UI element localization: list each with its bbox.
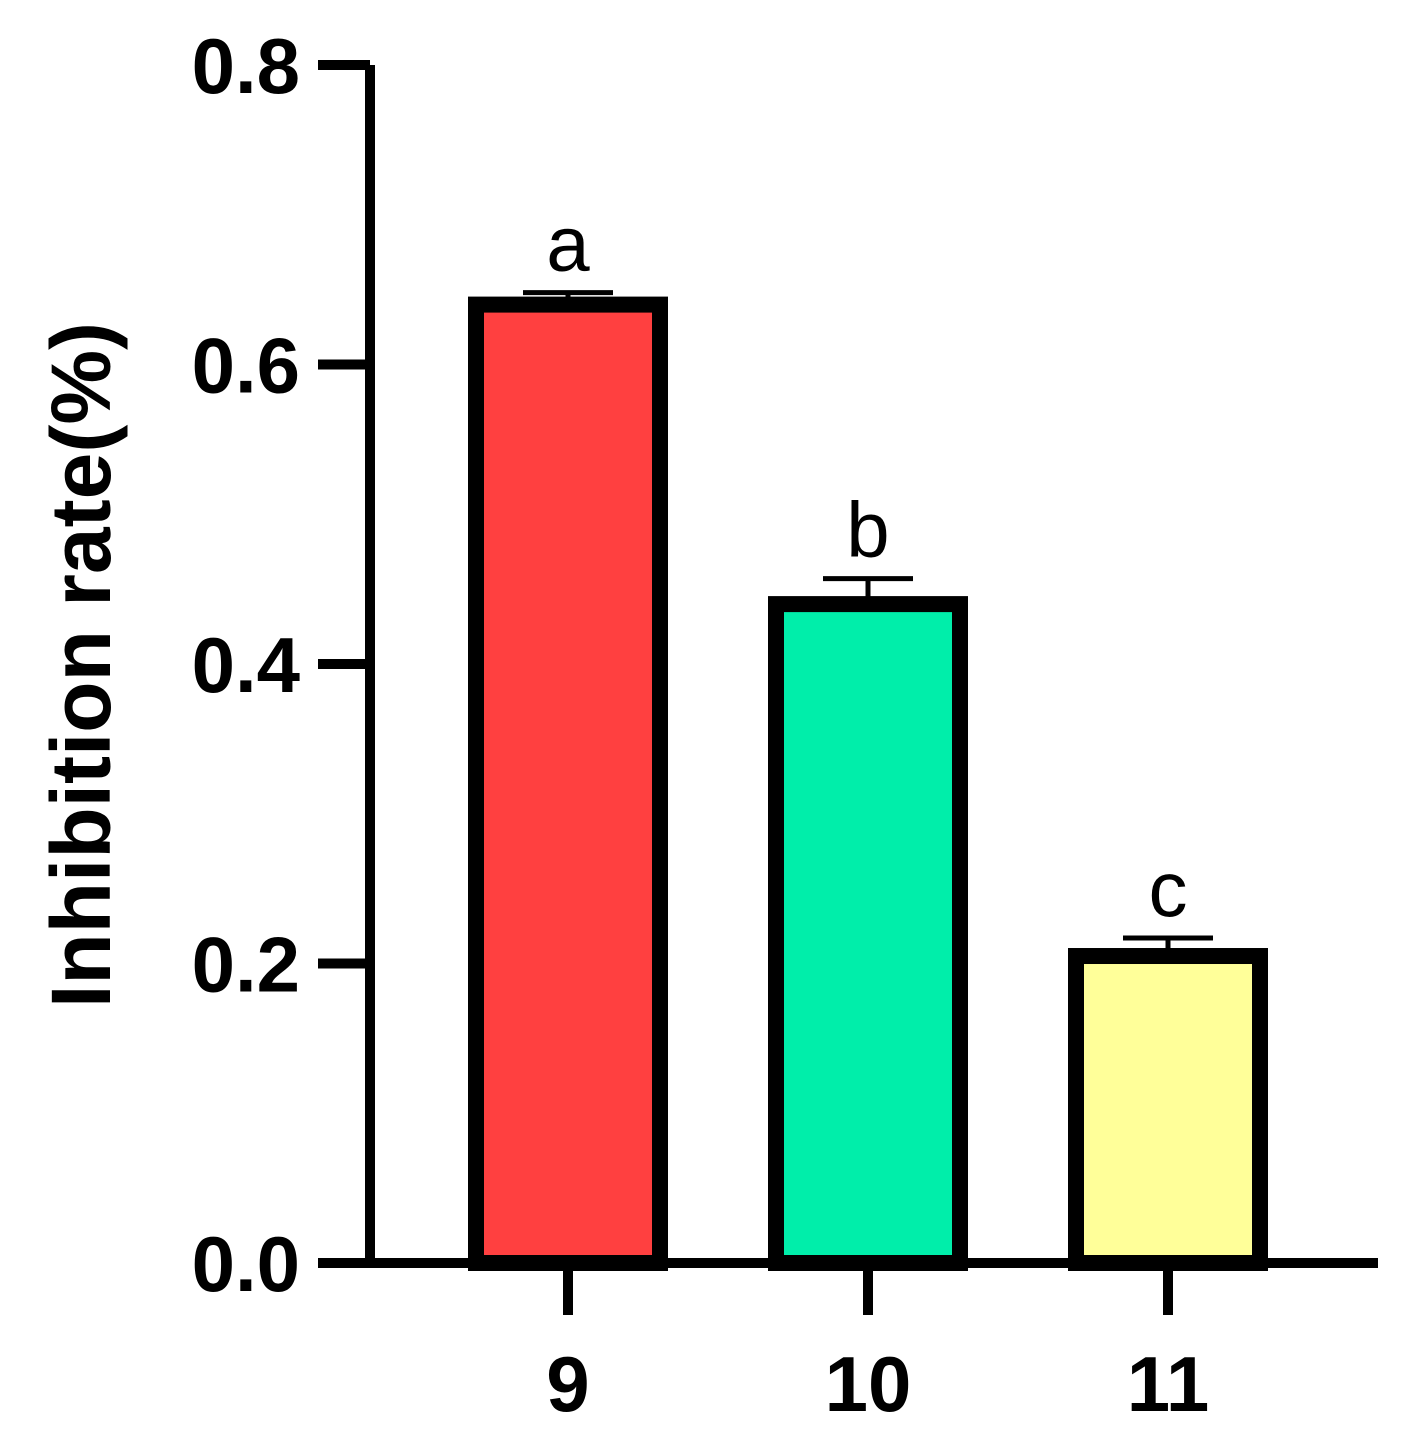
bar [768, 596, 968, 1271]
y-axis-title: Inhibition rate(%) [34, 322, 128, 1008]
bar [1068, 948, 1268, 1271]
y-tick-label: 0.6 [192, 322, 300, 410]
significance-label: a [546, 200, 590, 288]
y-tick-label: 0.0 [192, 1220, 300, 1308]
bar [468, 296, 668, 1272]
x-tick-label: 11 [1127, 1340, 1209, 1428]
y-tick-label: 0.8 [192, 22, 300, 110]
y-tick-label: 0.4 [192, 621, 300, 709]
plot-area: a 9 b 10 c 11 0.0 0.2 0.4 0.6 0.8 [192, 22, 1378, 1428]
x-tick-label: 9 [546, 1340, 589, 1428]
x-tick-label: 10 [825, 1340, 912, 1428]
y-tick-label: 0.2 [192, 921, 300, 1009]
significance-label: c [1149, 845, 1188, 933]
significance-label: b [846, 486, 889, 574]
